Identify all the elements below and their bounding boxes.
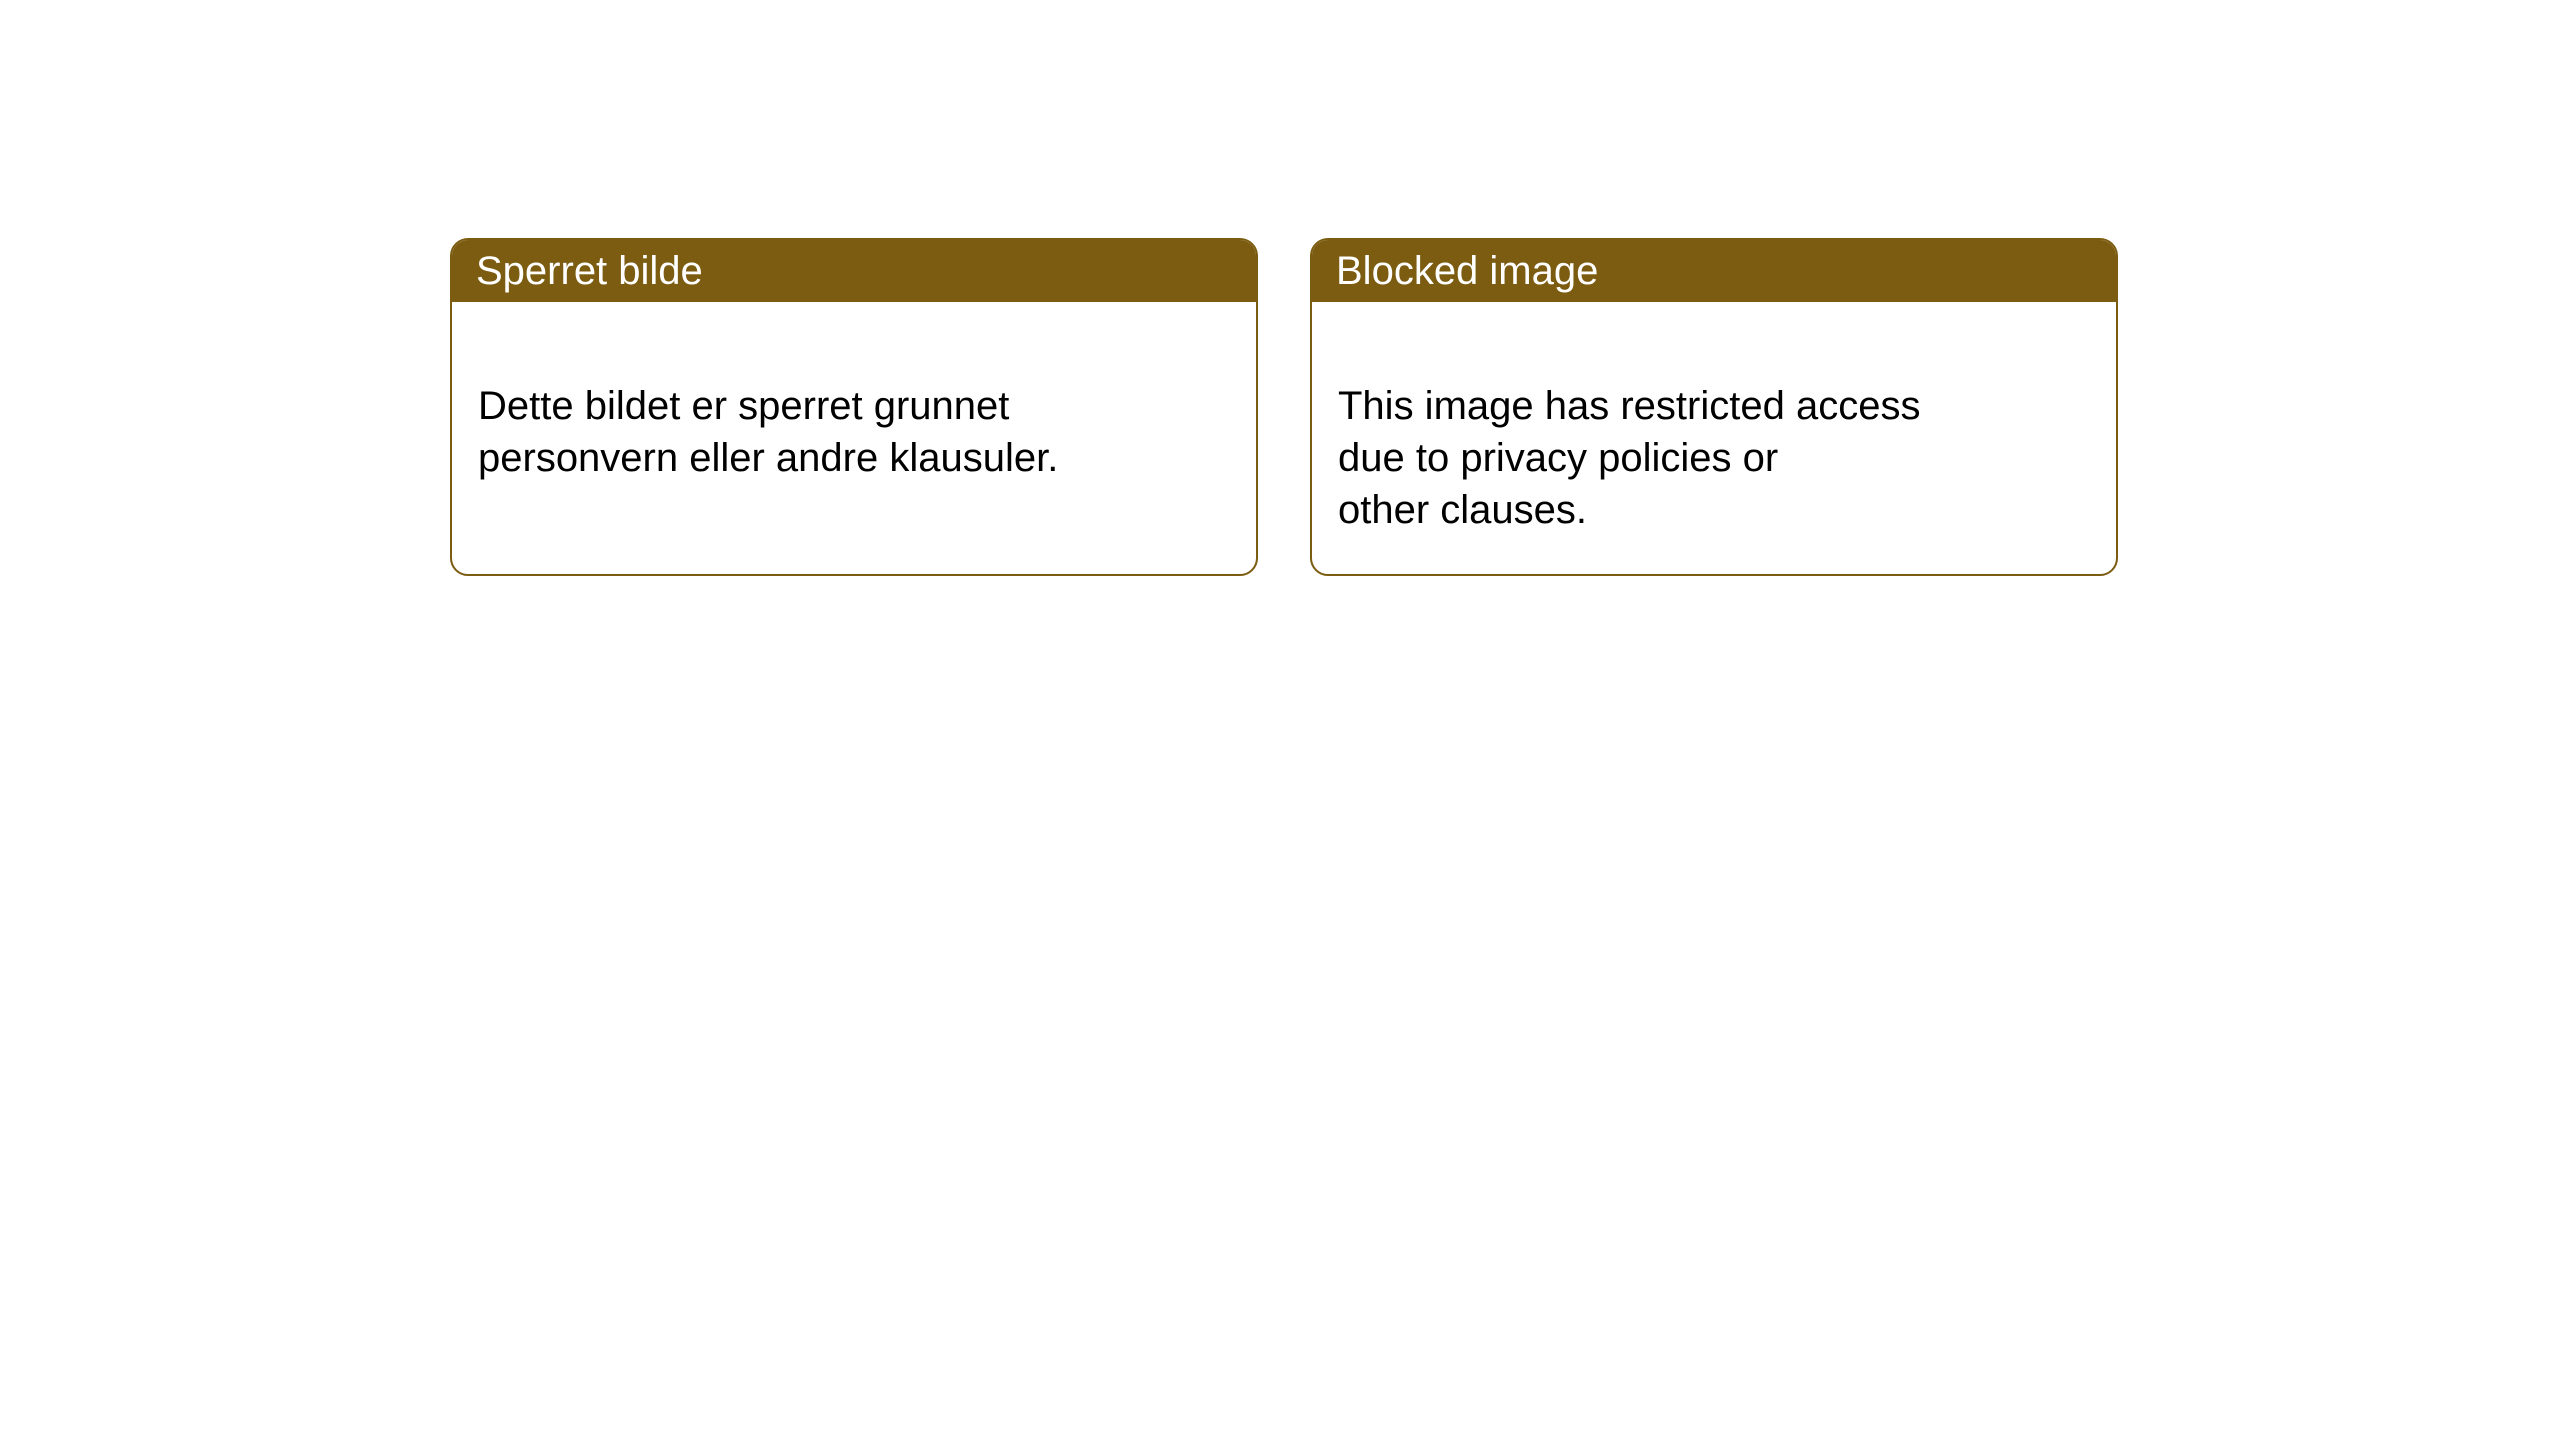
- blocked-image-card-no: Sperret bilde Dette bildet er sperret gr…: [450, 238, 1258, 576]
- card-header: Sperret bilde: [452, 240, 1256, 302]
- card-title: Blocked image: [1336, 249, 1598, 293]
- card-title: Sperret bilde: [476, 249, 703, 293]
- card-body-text: Dette bildet er sperret grunnet personve…: [478, 384, 1058, 480]
- blocked-image-card-en: Blocked image This image has restricted …: [1310, 238, 2118, 576]
- card-body-text: This image has restricted access due to …: [1338, 384, 1920, 532]
- card-body: This image has restricted access due to …: [1312, 302, 2116, 562]
- cards-container: Sperret bilde Dette bildet er sperret gr…: [450, 238, 2118, 576]
- card-body: Dette bildet er sperret grunnet personve…: [452, 302, 1256, 510]
- card-header: Blocked image: [1312, 240, 2116, 302]
